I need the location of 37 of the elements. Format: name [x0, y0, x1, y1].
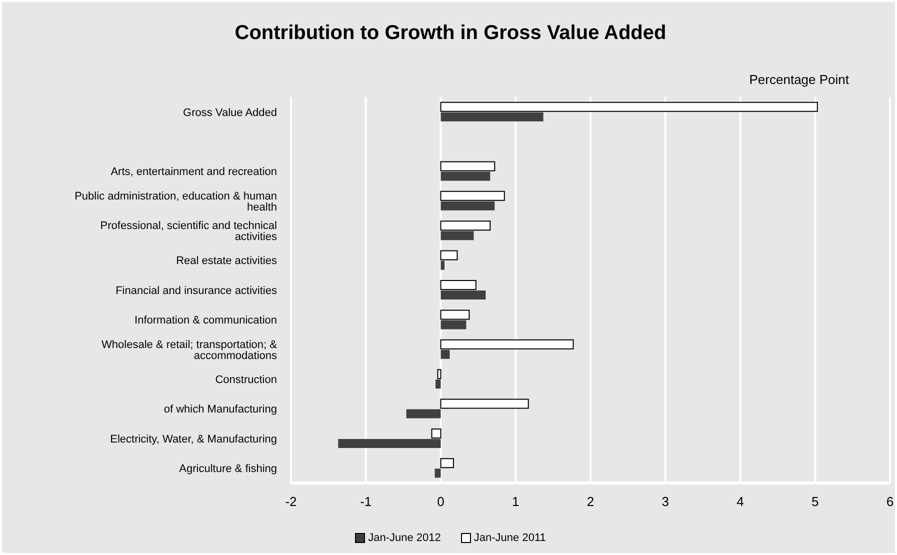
- y-tick-label: Wholesale & retail; transportation; & accommodations: [102, 338, 278, 362]
- x-tick-label: -1: [360, 494, 372, 510]
- y-tick-label: Gross Value Added: [183, 106, 277, 119]
- y-tick-label: Real estate activities: [176, 255, 278, 268]
- x-tick-label: 2: [586, 494, 594, 510]
- bar: [436, 380, 441, 389]
- x-tick-label: -2: [285, 494, 297, 510]
- x-tick-label: 0: [437, 494, 444, 510]
- bar: [440, 231, 474, 240]
- y-tick-label: Agriculture & fishing: [179, 463, 277, 476]
- bar: [338, 438, 441, 448]
- legend-label: Jan-June 2011: [472, 532, 546, 544]
- chart-title: Contribution to Growth in Gross Value Added: [234, 22, 668, 45]
- x-axis-title: Percentage Point: [749, 72, 849, 87]
- y-tick-label: Construction: [215, 374, 277, 386]
- y-tick-label: Information & communication: [134, 314, 277, 327]
- bar: [440, 172, 490, 181]
- bar: [440, 260, 444, 270]
- x-tick-label: 1: [512, 494, 520, 510]
- y-tick-label: of which Manufacturing: [164, 404, 277, 416]
- bar: [440, 201, 495, 210]
- x-tick-label: 6: [886, 494, 894, 510]
- bar: [440, 320, 466, 330]
- y-tick-label: Public administration, education & human health: [74, 190, 277, 214]
- x-tick-label: 5: [812, 494, 819, 510]
- bar: [440, 290, 486, 300]
- y-tick-label: Professional, scientific and technical activities: [100, 220, 278, 244]
- y-tick-label: Financial and insurance activities: [116, 284, 278, 297]
- y-tick-label: Arts, entertainment and recreation: [110, 166, 277, 178]
- x-tick-label: 4: [736, 494, 744, 510]
- bar: [440, 350, 450, 359]
- legend-label: Jan-June 2012: [367, 532, 441, 544]
- x-tick-label: 3: [662, 494, 669, 510]
- bar: [440, 112, 544, 122]
- y-tick-label: Electricity, Water, & Manufacturing: [110, 433, 277, 446]
- bar: [434, 468, 441, 478]
- bar: [406, 409, 441, 418]
